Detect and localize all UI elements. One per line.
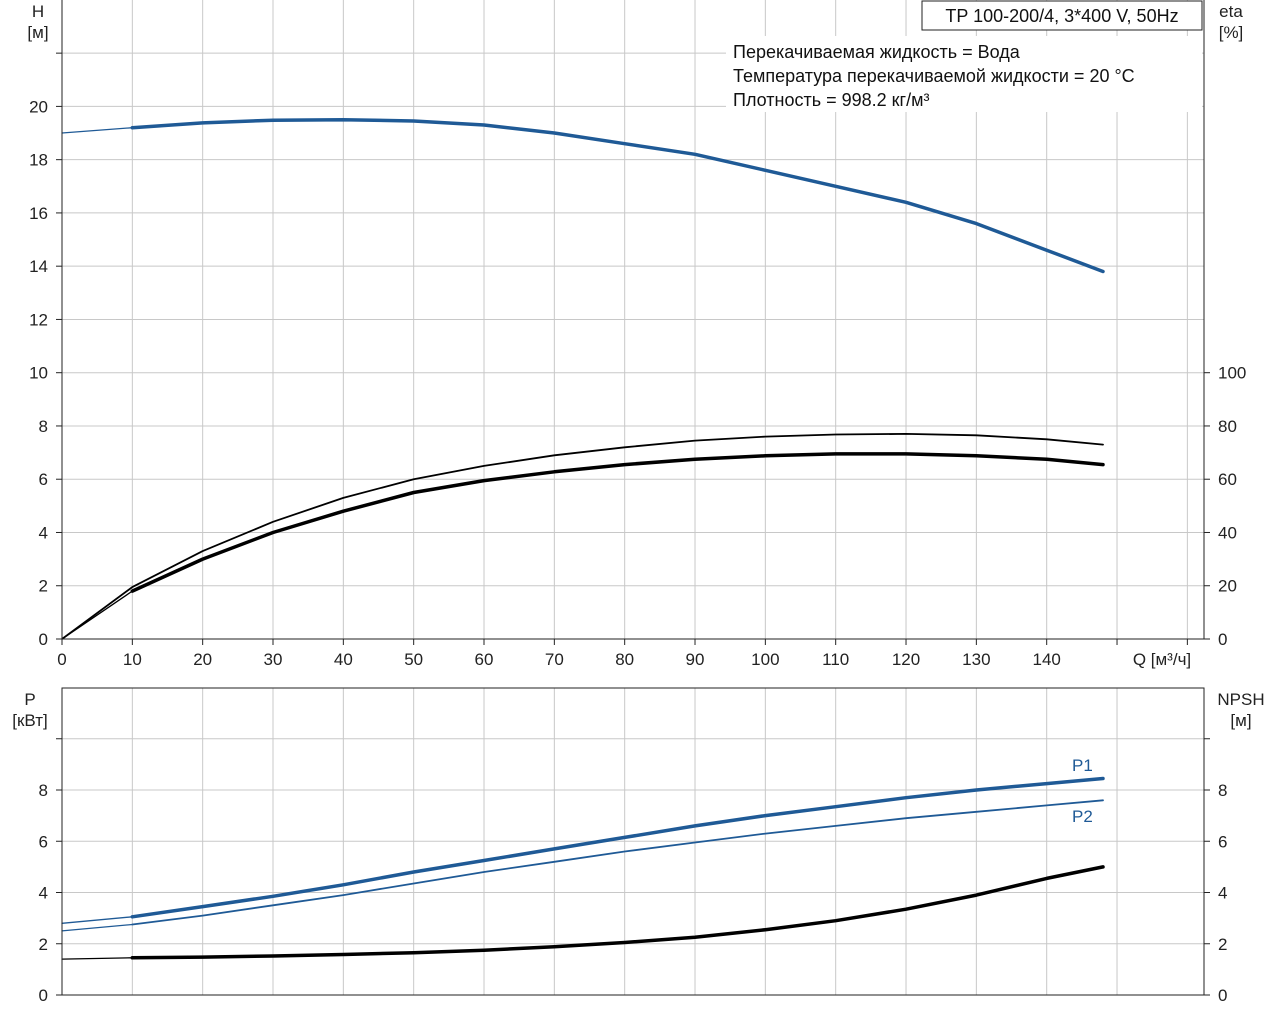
power-curve	[130, 776, 1105, 919]
p2-series-label: P2	[1072, 807, 1093, 826]
h-tick-label: 8	[39, 417, 48, 436]
h-axis-label: H	[32, 2, 44, 21]
npsh-tick-label: 6	[1218, 832, 1227, 851]
efficiency-curve	[61, 432, 1104, 640]
power-curve	[131, 799, 1104, 926]
x-tick-label: 40	[334, 650, 353, 669]
bottom-grid	[62, 688, 1204, 995]
x-tick-label: 0	[57, 650, 66, 669]
power-curve	[61, 916, 133, 924]
p-tick-label: 2	[39, 935, 48, 954]
notes-box	[726, 36, 1202, 112]
eta-tick-label: 100	[1218, 364, 1246, 383]
npsh-tick-label: 2	[1218, 935, 1227, 954]
x-tick-label: 50	[404, 650, 423, 669]
h-tick-label: 12	[29, 310, 48, 329]
h-tick-label: 2	[39, 577, 48, 596]
x-tick-label: 120	[892, 650, 920, 669]
x-tick-label: 60	[475, 650, 494, 669]
eta-axis-unit: [%]	[1219, 23, 1244, 42]
x-tick-label: 90	[686, 650, 705, 669]
p-axis-unit: [кВт]	[12, 711, 47, 730]
npsh-axis-unit: [м]	[1230, 711, 1251, 730]
temperature-note: Температура перекачиваемой жидкости = 20…	[733, 66, 1135, 86]
power-curve	[61, 923, 133, 932]
density-note: Плотность = 998.2 кг/м³	[733, 90, 929, 110]
h-tick-label: 18	[29, 151, 48, 170]
eta-axis-label: eta	[1219, 2, 1243, 21]
power-npsh-plot: 0 2 4 6 8 0 2 4 6 8 P [кВт] NPSH [м] P1 P2	[12, 687, 1265, 1005]
top-ticks: 0 10 20 30 40 50 60 70 80 90 100 110 120 130 140024681…	[29, 52, 1246, 669]
h-tick-label: 4	[39, 523, 48, 542]
x-tick-label: 70	[545, 650, 564, 669]
x-tick-label: 100	[751, 650, 779, 669]
bottom-curves	[61, 776, 1105, 960]
fluid-note: Перекачиваемая жидкость = Вода	[733, 42, 1021, 62]
npsh-curve	[130, 865, 1105, 960]
h-tick-label: 16	[29, 204, 48, 223]
chart-title: TP 100-200/4, 3*400 V, 50Hz	[945, 6, 1178, 26]
efficiency-curve	[130, 452, 1105, 593]
x-tick-label: 140	[1033, 650, 1061, 669]
eta-tick-label: 60	[1218, 470, 1237, 489]
x-tick-label: 110	[822, 650, 849, 669]
q-axis-label: Q [м³/ч]	[1133, 650, 1191, 669]
p-tick-label: 0	[39, 986, 48, 1005]
p-tick-label: 6	[39, 832, 48, 851]
title-box	[921, 0, 1203, 31]
p-tick-label: 8	[39, 781, 48, 800]
x-tick-label: 10	[123, 650, 142, 669]
h-axis-unit: [м]	[27, 23, 48, 42]
npsh-tick-label: 8	[1218, 781, 1227, 800]
p-axis-label: P	[24, 690, 35, 709]
npsh-tick-label: 0	[1218, 986, 1227, 1005]
x-tick-label: 130	[962, 650, 990, 669]
h-tick-label: 6	[39, 470, 48, 489]
x-tick-label: 80	[615, 650, 634, 669]
h-tick-label: 14	[29, 257, 48, 276]
h-tick-label: 0	[39, 630, 48, 649]
bottom-ticks: 0 2 4 6 8 0 2 4 6 8	[39, 738, 1227, 1005]
top-curves	[61, 117, 1105, 640]
x-tick-label: 30	[264, 650, 283, 669]
npsh-axis-label: NPSH	[1217, 690, 1264, 709]
eta-tick-label: 40	[1218, 523, 1237, 542]
eta-tick-label: 80	[1218, 417, 1237, 436]
head-curve	[130, 117, 1105, 274]
head-curve	[61, 127, 133, 134]
h-tick-label: 10	[29, 364, 48, 383]
eta-tick-label: 20	[1218, 577, 1237, 596]
p-tick-label: 4	[39, 884, 48, 903]
p1-series-label: P1	[1072, 756, 1093, 775]
head-efficiency-plot: 0 10 20 30 40 50 60 70 80 90 100 110 120 130 140024681…	[27, 0, 1246, 669]
h-tick-label: 20	[29, 97, 48, 116]
npsh-curve	[61, 957, 133, 960]
x-tick-label: 20	[193, 650, 212, 669]
npsh-tick-label: 4	[1218, 884, 1227, 903]
eta-tick-label: 0	[1218, 630, 1227, 649]
